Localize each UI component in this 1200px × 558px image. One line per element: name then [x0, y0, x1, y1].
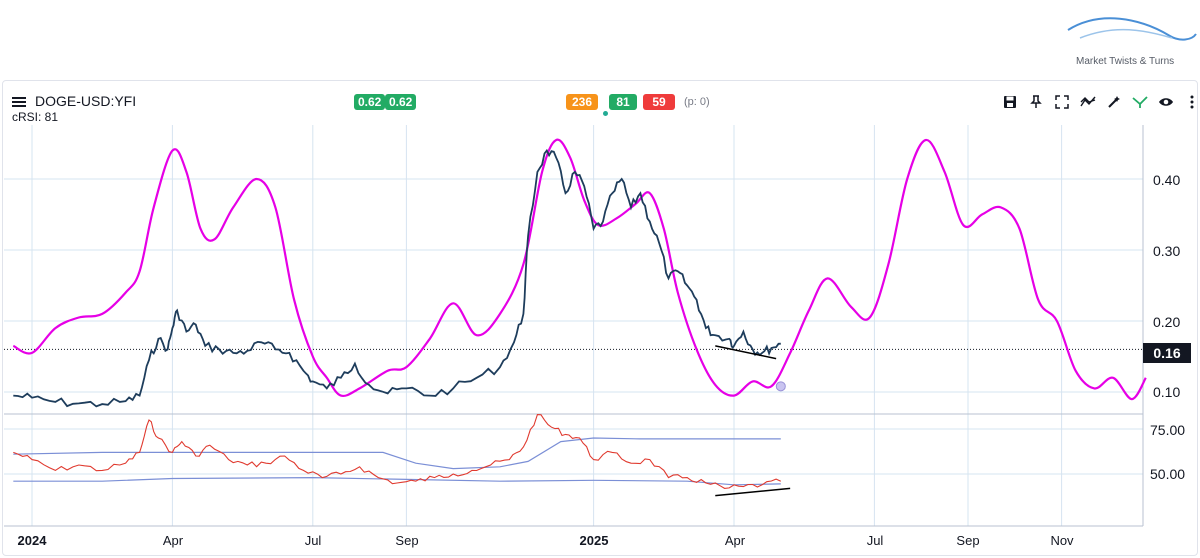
trend-icon[interactable] — [1130, 92, 1150, 112]
x-tick-label: Apr — [724, 533, 746, 548]
divergence-line-osc — [715, 487, 791, 497]
status-dot — [603, 111, 608, 116]
symbol-title[interactable]: DOGE-USD:YFI — [35, 93, 137, 109]
chart-toolbar — [1000, 92, 1200, 112]
x-tick-label: Sep — [395, 533, 419, 548]
red-badge: 59 — [643, 94, 675, 110]
menu-icon[interactable] — [12, 97, 26, 107]
eye-icon[interactable] — [1156, 92, 1176, 112]
price-tick-label: 0.30 — [1153, 243, 1181, 259]
pin-icon[interactable] — [1026, 92, 1046, 112]
x-tick-label: Nov — [1050, 533, 1074, 548]
current-price-tag: 0.16 — [1143, 343, 1191, 363]
price-tick-label: 0.10 — [1153, 384, 1181, 400]
price-line — [13, 148, 781, 408]
price-tick-label: 0.40 — [1153, 172, 1181, 188]
osc-tick-label: 50.00 — [1150, 466, 1186, 482]
value-badge-1: 0.62 — [354, 94, 386, 110]
x-tick-label: Apr — [162, 533, 184, 548]
x-tick-label: Jul — [866, 533, 884, 548]
more-icon[interactable] — [1182, 92, 1200, 112]
orange-badge: 236 — [566, 94, 598, 110]
logo-text: Market Twists & Turns — [1076, 56, 1175, 67]
fullscreen-icon[interactable] — [1052, 92, 1072, 112]
magic-icon[interactable] — [1104, 92, 1124, 112]
save-icon[interactable] — [1000, 92, 1020, 112]
x-tick-label: Jul — [304, 533, 322, 548]
indicator-icon[interactable] — [1078, 92, 1098, 112]
band-lower-line — [13, 476, 781, 486]
band-upper-line — [13, 437, 781, 470]
crsi-label: cRSI: 81 — [12, 110, 59, 124]
osc-tick-label: 75.00 — [1150, 422, 1186, 438]
green-badge: 81 — [609, 94, 637, 110]
market-twists-logo — [1067, 17, 1197, 41]
chart-panel — [2, 80, 1198, 556]
x-tick-label: Sep — [956, 533, 980, 548]
x-tick-label: 2025 — [579, 533, 609, 548]
p-info: (p: 0) — [684, 96, 710, 108]
price-tick-label: 0.20 — [1153, 314, 1181, 330]
cycle-marker — [775, 381, 786, 392]
x-tick-label: 2024 — [17, 533, 47, 548]
divergence-line-price — [715, 345, 777, 360]
crsi-line — [13, 414, 782, 489]
value-badge-2: 0.62 — [385, 94, 417, 110]
